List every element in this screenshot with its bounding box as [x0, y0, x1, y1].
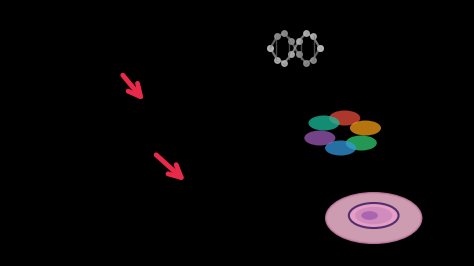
Ellipse shape: [355, 207, 392, 224]
Ellipse shape: [361, 211, 378, 220]
Ellipse shape: [304, 131, 336, 146]
Text: Structure &
Function of
Cells: Structure & Function of Cells: [154, 176, 291, 255]
Ellipse shape: [309, 115, 339, 131]
Ellipse shape: [329, 110, 360, 126]
Ellipse shape: [349, 203, 399, 228]
Text: Proteins: Proteins: [104, 116, 275, 150]
Text: Genes: Genes: [121, 34, 247, 68]
Ellipse shape: [326, 193, 421, 243]
Ellipse shape: [325, 140, 356, 156]
Ellipse shape: [346, 135, 377, 151]
Ellipse shape: [350, 120, 381, 135]
